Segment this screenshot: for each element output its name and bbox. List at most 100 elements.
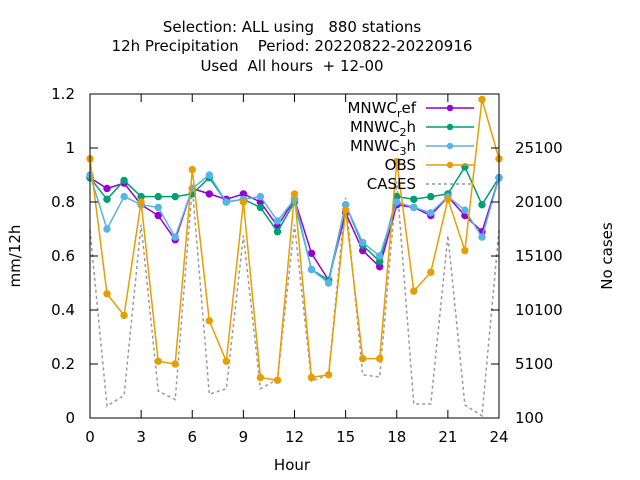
series-2-point [307, 265, 316, 274]
series-2-point [427, 209, 435, 217]
legend-label-main: MNWC [350, 118, 399, 136]
series-2-point [359, 238, 367, 247]
y-tick-label: 0 [65, 409, 75, 427]
series-line-1 [89, 165, 500, 282]
legend-label-4: CASES [367, 175, 416, 193]
legend-label-subscript: r [397, 107, 402, 120]
series-2-point [410, 203, 418, 212]
y-tick-label: 0.6 [51, 247, 75, 265]
series-3-point [393, 157, 401, 166]
plot-frame [89, 93, 500, 419]
y2-tick-label: 10100 [515, 301, 563, 319]
legend-label-subscript: 3 [399, 145, 406, 158]
y-axis-label: mm/12h [6, 225, 24, 288]
x-tick-label: 15 [336, 428, 355, 446]
legend-label-1: MNWC2h [350, 118, 416, 139]
series-2-point [393, 198, 401, 206]
series-3-point [137, 198, 145, 206]
series-3-point [478, 95, 486, 104]
chart-title: Selection: ALL using 880 stations 12h Pr… [112, 18, 473, 75]
series-3-point [120, 311, 128, 320]
legend-marker-1 [446, 123, 454, 131]
series-2-point [324, 279, 333, 287]
y-tick-label: 0.2 [51, 355, 75, 373]
legend-label-2: MNWC3h [350, 137, 416, 158]
series-1-point [478, 201, 486, 209]
series-3-point [341, 206, 350, 214]
legend-marker-3 [446, 161, 454, 169]
series-1-point [273, 228, 282, 236]
series-3-point [427, 268, 435, 276]
y-tick-label: 1.2 [51, 85, 75, 103]
series-3-point [410, 287, 418, 295]
series-2-point [273, 217, 282, 225]
series-3-point [154, 357, 162, 365]
series-2-point [222, 198, 231, 206]
series-3-point [307, 373, 316, 382]
legend-label-main: MNWC [347, 99, 396, 117]
series-3-point [205, 317, 214, 325]
series-0-point [205, 190, 214, 198]
x-tick-label: 6 [187, 428, 197, 446]
x-tick-label: 12 [285, 428, 304, 446]
legend-label-rest: h [406, 137, 416, 155]
title-line-1: Selection: ALL using 880 stations [163, 18, 422, 36]
x-tick-label: 9 [239, 428, 249, 446]
series-line-4 [89, 181, 500, 418]
legend-label-subscript: 2 [399, 126, 406, 139]
series-3-point [239, 198, 248, 206]
x-axis-label: Hour [274, 456, 311, 474]
legend-label-3: OBS [385, 156, 416, 174]
x-tick-label: 0 [85, 428, 95, 446]
series-2-point [478, 233, 486, 241]
legend-marker-2 [446, 142, 454, 150]
y-tick-label: 1 [65, 139, 75, 157]
series-1-point [171, 192, 179, 201]
legend-label-0: MNWCref [347, 99, 416, 120]
legend-label-main: MNWC [350, 137, 399, 155]
legend-label-main: CASES [367, 175, 416, 193]
series-0-point [103, 184, 111, 193]
series-3-point [171, 360, 179, 368]
y2-axis-label: No cases [598, 222, 616, 290]
series-1-point [103, 195, 111, 204]
title-line-2: 12h Precipitation Period: 20220822-20220… [112, 37, 473, 55]
series-3-point [290, 190, 299, 198]
y2-tick-label: 5100 [515, 355, 553, 373]
series-3-point [103, 290, 111, 298]
series-3-point [188, 165, 197, 174]
legend-label-rest: h [406, 118, 416, 136]
series-0-point [307, 249, 316, 258]
legend-label-rest: ef [401, 99, 416, 117]
series-1-point [410, 195, 418, 204]
y2-tick-label: 20100 [515, 193, 563, 211]
series-2-point [461, 206, 469, 214]
y2-tick-label: 15100 [515, 247, 563, 265]
series-2-point [256, 192, 265, 201]
legend-marker-0 [446, 104, 454, 112]
series-1-point [427, 192, 435, 201]
series-layer [86, 95, 503, 418]
x-tick-label: 18 [387, 428, 406, 446]
series-1-point [154, 192, 162, 201]
series-3-point [324, 371, 333, 379]
series-1-point [120, 176, 128, 185]
series-3-point [359, 354, 367, 363]
y-tick-label: 0.4 [51, 301, 75, 319]
series-3-point [273, 376, 282, 384]
y2-tick-label: 100 [515, 409, 544, 427]
series-3-point [376, 354, 384, 363]
series-3-point [222, 357, 231, 365]
y-tick-label: 0.8 [51, 193, 75, 211]
x-tick-label: 21 [438, 428, 457, 446]
series-2-point [376, 252, 384, 260]
title-line-3: Used All hours + 12-00 [200, 57, 383, 75]
series-1-point [256, 203, 265, 212]
axis-ticks: 0 3 6 9 12 15 18 21 24 0 0.2 0.4 0.6 0.8 1 1.2 100 5100 10… [51, 85, 563, 446]
y2-tick-label: 25100 [515, 139, 563, 157]
series-3-point [256, 373, 265, 382]
series-2-point [171, 233, 179, 241]
series-2-point [103, 225, 111, 233]
